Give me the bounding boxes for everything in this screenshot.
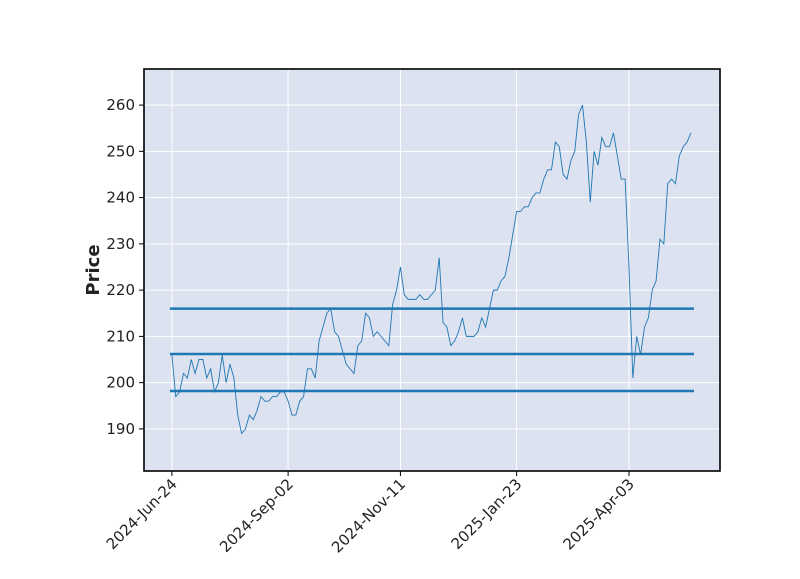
plot-area — [144, 69, 720, 471]
x-tick-label: 2024-Nov-11 — [328, 475, 409, 556]
x-tick-label: 2024-Jun-24 — [103, 475, 181, 553]
y-tick-label: 250 — [106, 142, 135, 160]
x-tick-label: 2025-Apr-03 — [559, 475, 637, 553]
y-tick-label: 200 — [106, 374, 135, 392]
y-tick-label: 190 — [106, 420, 135, 438]
y-tick-label: 210 — [106, 327, 135, 345]
y-tick-label: 240 — [106, 189, 135, 207]
plot-layer — [144, 69, 720, 471]
y-tick-label: 260 — [106, 96, 135, 114]
y-tick-label: 230 — [106, 235, 135, 253]
y-tick-label: 220 — [106, 281, 135, 299]
y-axis-label: Price — [83, 244, 104, 295]
x-tick-label: 2024-Sep-02 — [216, 475, 297, 556]
price-line — [171, 104, 692, 435]
plot-frame — [143, 68, 721, 472]
x-tick-label: 2025-Jan-23 — [448, 475, 526, 553]
